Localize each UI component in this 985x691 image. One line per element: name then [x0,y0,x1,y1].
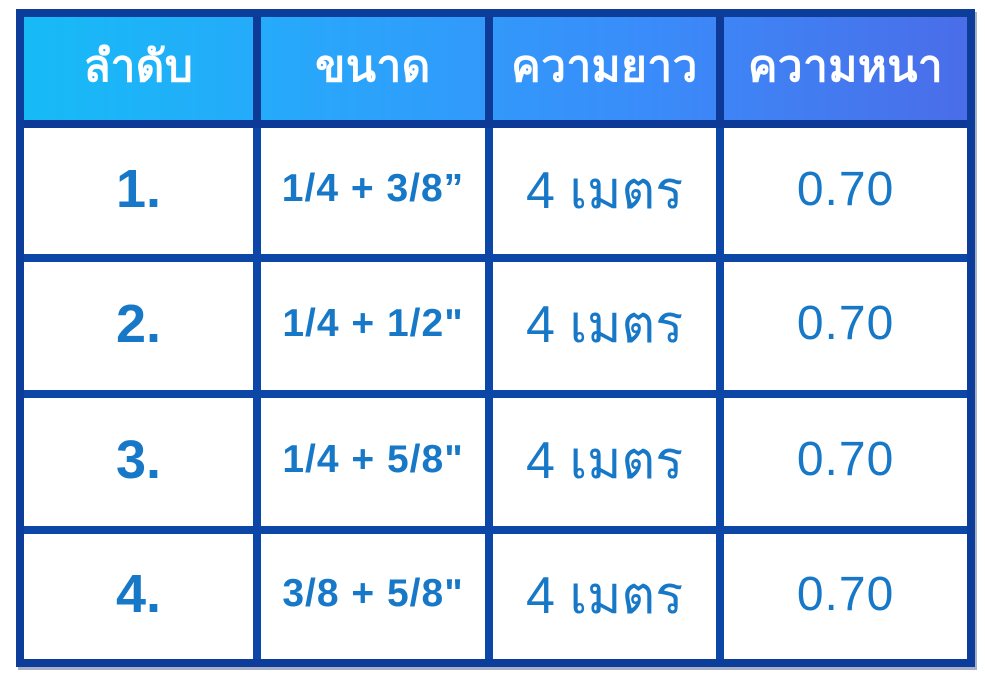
table-body: 1. 1/4 + 3/8” 4 เมตร 0.70 2. 1/4 + 1/2" … [24,128,967,659]
column-header-no: ลำดับ [24,17,261,120]
table-row: 3. 1/4 + 5/8" 4 เมตร 0.70 [24,397,967,534]
cell-thickness: 0.70 [724,128,967,255]
cell-size: 3/8 + 5/8" [260,533,494,659]
cell-no: 2. [24,262,261,390]
column-header-thickness: ความหนา [747,41,944,91]
cell-no: 3. [24,397,261,526]
table-row: 2. 1/4 + 1/2" 4 เมตร 0.70 [24,262,967,398]
cell-length: 4 เมตร [493,397,725,526]
cell-thickness: 0.70 [724,533,967,659]
cell-no: 1. [24,128,261,255]
cell-length: 4 เมตร [493,262,725,390]
cell-length: 4 เมตร [493,128,725,255]
table-row: 1. 1/4 + 3/8” 4 เมตร 0.70 [24,128,967,263]
product-size-table: ลำดับ ขนาด ความยาว ความหนา 1. 1/4 + 3/8”… [16,9,975,667]
column-header-size: ขนาด [261,17,494,120]
cell-size: 1/4 + 1/2" [260,262,494,390]
cell-length: 4 เมตร [493,533,725,659]
cell-thickness: 0.70 [724,397,967,526]
table-row: 4. 3/8 + 5/8" 4 เมตร 0.70 [24,533,967,659]
cell-size: 1/4 + 5/8" [260,397,494,526]
column-header-length: ความยาว [493,17,725,120]
cell-size: 1/4 + 3/8” [260,128,494,255]
cell-no: 4. [24,533,261,659]
cell-thickness: 0.70 [724,262,967,390]
table-header-row: ลำดับ ขนาด ความยาว ความหนา [24,17,967,128]
